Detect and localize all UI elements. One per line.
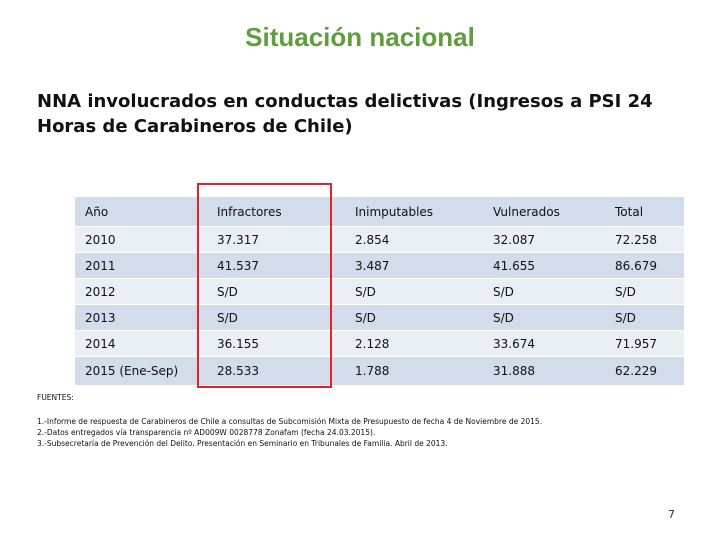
table-cell: 62.229 bbox=[605, 356, 684, 386]
table-cell: S/D bbox=[207, 304, 345, 331]
table-cell: 32.087 bbox=[483, 226, 605, 253]
table-cell: 2013 bbox=[75, 304, 207, 331]
source-item: 2.-Datos entregados vía transparencia nº… bbox=[37, 428, 376, 437]
header-cell-infractores: Infractores bbox=[207, 197, 345, 227]
table-row: 2012 S/D S/D S/D S/D bbox=[75, 278, 684, 305]
table-row: 2015 (Ene-Sep) 28.533 1.788 31.888 62.22… bbox=[75, 356, 684, 386]
table-cell: S/D bbox=[345, 278, 483, 305]
sources-block: FUENTES: 1.-Informe de respuesta de Cara… bbox=[37, 392, 677, 449]
slide-title: Situación nacional bbox=[245, 22, 475, 52]
table-cell: S/D bbox=[207, 278, 345, 305]
table-cell: 31.888 bbox=[483, 356, 605, 386]
table-cell: 72.258 bbox=[605, 226, 684, 253]
table-row: 2011 41.537 3.487 41.655 86.679 bbox=[75, 252, 684, 279]
table-cell: 2015 (Ene-Sep) bbox=[75, 356, 207, 386]
table-cell: 71.957 bbox=[605, 330, 684, 357]
table-subtitle: NNA involucrados en conductas delictivas… bbox=[37, 91, 653, 137]
table-cell: 2012 bbox=[75, 278, 207, 305]
table-cell: S/D bbox=[605, 304, 684, 331]
source-item: 3.-Subsecretaría de Prevención del Delit… bbox=[37, 439, 448, 448]
table-cell: 2.128 bbox=[345, 330, 483, 357]
data-table: Año Infractores Inimputables Vulnerados … bbox=[75, 197, 684, 386]
table-cell: 37.317 bbox=[207, 226, 345, 253]
table-cell: S/D bbox=[483, 304, 605, 331]
table-cell: 28.533 bbox=[207, 356, 345, 386]
table-cell: 36.155 bbox=[207, 330, 345, 357]
table-row: 2010 37.317 2.854 32.087 72.258 bbox=[75, 226, 684, 253]
table-cell: 3.487 bbox=[345, 252, 483, 279]
header-cell-year: Año bbox=[75, 197, 207, 227]
header-cell-total: Total bbox=[605, 197, 684, 227]
table-cell: 33.674 bbox=[483, 330, 605, 357]
table-cell: S/D bbox=[483, 278, 605, 305]
page-number: 7 bbox=[668, 508, 675, 521]
header-cell-vulnerados: Vulnerados bbox=[483, 197, 605, 227]
table-cell: 86.679 bbox=[605, 252, 684, 279]
table-cell: 2.854 bbox=[345, 226, 483, 253]
table-cell: 2011 bbox=[75, 252, 207, 279]
table-header-row: Año Infractores Inimputables Vulnerados … bbox=[75, 197, 684, 227]
table-cell: 41.537 bbox=[207, 252, 345, 279]
table-row: 2014 36.155 2.128 33.674 71.957 bbox=[75, 330, 684, 357]
table-cell: 2010 bbox=[75, 226, 207, 253]
table-cell: 41.655 bbox=[483, 252, 605, 279]
source-item: 1.-Informe de respuesta de Carabineros d… bbox=[37, 417, 543, 426]
table-cell: 2014 bbox=[75, 330, 207, 357]
table-cell: S/D bbox=[605, 278, 684, 305]
table-cell: S/D bbox=[345, 304, 483, 331]
table-cell: 1.788 bbox=[345, 356, 483, 386]
header-cell-inimputables: Inimputables bbox=[345, 197, 483, 227]
sources-heading: FUENTES: bbox=[37, 393, 74, 402]
table-row: 2013 S/D S/D S/D S/D bbox=[75, 304, 684, 331]
